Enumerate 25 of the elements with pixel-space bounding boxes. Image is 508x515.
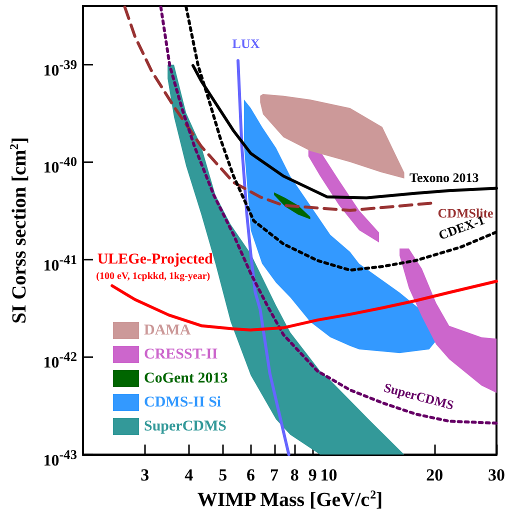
y-tick-label: 10$^{-41}$ (43, 250, 77, 274)
series-label: ULEGe-Projected (97, 252, 214, 268)
x-tick-label: 9 (308, 466, 317, 485)
x-tick-label: 7 (270, 466, 280, 485)
x-tick-label: 5 (218, 466, 228, 485)
annotation: (100 eV, 1cpkkd, 1kg-year) (96, 271, 210, 282)
y-tick-label: 10$^{-42}$ (43, 348, 77, 372)
x-tick-label: 3 (140, 466, 150, 485)
legend-label: CDMS-II Si (144, 394, 222, 410)
y-tick-label: 10$^{-43}$ (43, 446, 77, 469)
x-tick-label: 10 (320, 466, 338, 485)
legend-label: CoGent 2013 (144, 370, 228, 386)
legend-label: CRESST-II (144, 346, 218, 362)
y-axis-title: SI Corss section [cm2] (7, 137, 30, 324)
y-tick-label: 10$^{-39}$ (43, 56, 77, 80)
legend-label: SuperCDMS (144, 418, 227, 434)
x-tick-label: 8 (290, 466, 299, 485)
series-label: Texono 2013 (410, 170, 480, 186)
y-tick-label: 10$^{-40}$ (43, 153, 77, 176)
x-tick-label: 4 (184, 466, 194, 485)
x-tick-label: 30 (488, 466, 505, 485)
series-label: LUX (232, 36, 260, 52)
x-tick-label: 6 (246, 466, 255, 485)
x-tick-label: 20 (426, 466, 444, 485)
legend-label: DAMA (144, 322, 191, 338)
